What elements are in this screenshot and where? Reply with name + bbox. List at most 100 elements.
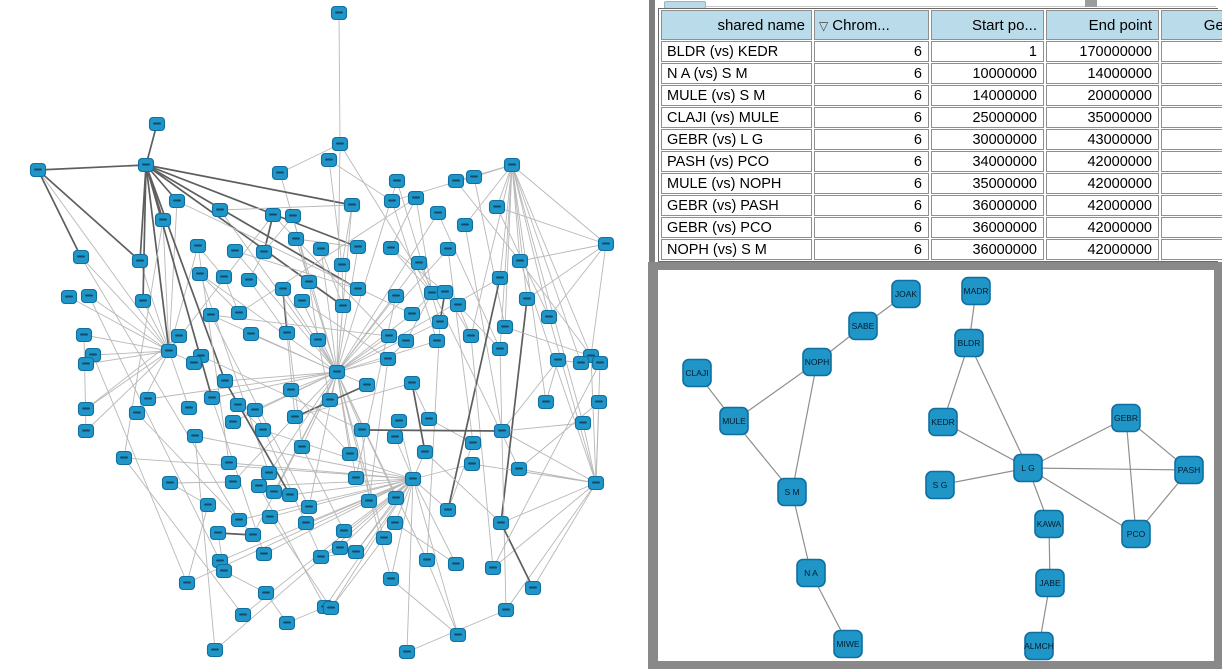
cell-shared-name[interactable]: N A (vs) S M <box>661 63 812 84</box>
graph-node[interactable] <box>240 272 258 288</box>
graph-node-mule[interactable]: MULE <box>719 406 749 436</box>
graph-node[interactable] <box>139 391 157 407</box>
graph-node[interactable] <box>449 297 467 313</box>
cell-value[interactable]: 14000000 <box>931 85 1044 106</box>
graph-node[interactable] <box>229 397 247 413</box>
table-row[interactable]: MULE (vs) NOPH6350000004200000010.5 <box>661 173 1222 194</box>
cell-value[interactable]: 43000000 <box>1046 129 1159 150</box>
graph-node[interactable] <box>330 5 348 21</box>
graph-node[interactable] <box>230 305 248 321</box>
graph-node[interactable] <box>436 284 454 300</box>
graph-node[interactable] <box>418 552 436 568</box>
graph-node[interactable] <box>284 208 302 224</box>
graph-node[interactable] <box>271 165 289 181</box>
graph-node[interactable] <box>510 461 528 477</box>
graph-node[interactable] <box>215 563 233 579</box>
filter-icon[interactable]: ▽ <box>819 18 829 33</box>
table-row[interactable]: N A (vs) S M610000000140000006.6 <box>661 63 1222 84</box>
graph-node[interactable] <box>244 527 262 543</box>
cell-value[interactable]: 42000000 <box>1046 195 1159 216</box>
cell-value[interactable]: 11.4 <box>1161 151 1222 172</box>
graph-node[interactable] <box>293 293 311 309</box>
graph-node[interactable] <box>439 502 457 518</box>
column-header-genetic[interactable]: Genetic... <box>1161 10 1222 40</box>
column-header-chrom[interactable]: ▽ Chrom... <box>814 10 929 40</box>
graph-node[interactable] <box>447 556 465 572</box>
graph-node[interactable] <box>189 238 207 254</box>
graph-node[interactable] <box>456 217 474 233</box>
graph-node[interactable] <box>549 352 567 368</box>
graph-node[interactable] <box>383 193 401 209</box>
graph-node[interactable] <box>278 325 296 341</box>
graph-node[interactable] <box>261 509 279 525</box>
graph-node[interactable] <box>447 173 465 189</box>
cell-shared-name[interactable]: NOPH (vs) S M <box>661 239 812 260</box>
graph-node[interactable] <box>492 515 510 531</box>
graph-node[interactable] <box>260 465 278 481</box>
graph-node[interactable] <box>281 487 299 503</box>
cell-shared-name[interactable]: GEBR (vs) PASH <box>661 195 812 216</box>
graph-node[interactable] <box>423 285 441 301</box>
graph-node-kawa[interactable]: KAWA <box>1034 509 1064 539</box>
graph-node[interactable] <box>387 288 405 304</box>
graph-node[interactable] <box>278 615 296 631</box>
graph-node[interactable] <box>226 243 244 259</box>
graph-node[interactable] <box>591 355 609 371</box>
cell-value[interactable]: 42000000 <box>1046 173 1159 194</box>
cell-value[interactable]: 6 <box>814 41 929 62</box>
graph-node[interactable] <box>587 475 605 491</box>
graph-node[interactable] <box>439 241 457 257</box>
graph-node[interactable] <box>349 239 367 255</box>
graph-node[interactable] <box>347 544 365 560</box>
graph-node[interactable] <box>462 328 480 344</box>
graph-node[interactable] <box>403 375 421 391</box>
graph-node[interactable] <box>375 530 393 546</box>
graph-node[interactable] <box>168 193 186 209</box>
cell-shared-name[interactable]: BLDR (vs) KEDR <box>661 41 812 62</box>
cell-value[interactable]: 25000000 <box>931 107 1044 128</box>
graph-node[interactable] <box>274 281 292 297</box>
graph-node[interactable] <box>488 199 506 215</box>
graph-node[interactable] <box>180 400 198 416</box>
graph-node[interactable] <box>380 328 398 344</box>
graph-node[interactable] <box>449 627 467 643</box>
graph-node[interactable] <box>572 355 590 371</box>
graph-node[interactable] <box>331 136 349 152</box>
cell-value[interactable]: 36000000 <box>931 239 1044 260</box>
graph-node[interactable] <box>537 394 555 410</box>
graph-node[interactable] <box>178 575 196 591</box>
graph-node[interactable] <box>431 314 449 330</box>
cell-value[interactable]: 170000000 <box>1046 41 1159 62</box>
graph-node[interactable] <box>203 390 221 406</box>
overview-network-panel[interactable] <box>0 0 656 669</box>
cell-value[interactable]: 14000000 <box>1046 63 1159 84</box>
panel-divider[interactable] <box>649 0 655 264</box>
graph-node[interactable] <box>333 257 351 273</box>
table-row[interactable]: BLDR (vs) KEDR61170000000192.0 <box>661 41 1222 62</box>
cell-value[interactable]: 36000000 <box>931 217 1044 238</box>
graph-node[interactable] <box>186 428 204 444</box>
cell-value[interactable]: 6 <box>814 63 929 84</box>
graph-node[interactable] <box>334 298 352 314</box>
graph-node[interactable] <box>428 333 446 349</box>
graph-node[interactable] <box>250 478 268 494</box>
graph-node[interactable] <box>185 355 203 371</box>
cell-value[interactable]: 35000000 <box>931 173 1044 194</box>
graph-node[interactable] <box>287 231 305 247</box>
cell-value[interactable]: 6 <box>814 173 929 194</box>
graph-node-bldr[interactable]: BLDR <box>954 328 984 358</box>
graph-node[interactable] <box>161 475 179 491</box>
graph-node[interactable] <box>220 455 238 471</box>
table-row[interactable]: NOPH (vs) S M636000000420000009.9 <box>661 239 1222 260</box>
graph-node[interactable] <box>224 414 242 430</box>
graph-node[interactable] <box>216 373 234 389</box>
graph-node[interactable] <box>154 212 172 228</box>
cell-value[interactable]: 16.9 <box>1161 129 1222 150</box>
graph-node[interactable] <box>80 288 98 304</box>
cell-shared-name[interactable]: MULE (vs) NOPH <box>661 173 812 194</box>
cell-value[interactable]: 6 <box>814 151 929 172</box>
graph-node[interactable] <box>246 402 264 418</box>
graph-node-s-g[interactable]: S G <box>925 470 955 500</box>
cell-value[interactable]: 10.5 <box>1161 173 1222 194</box>
cell-value[interactable]: 20000000 <box>1046 85 1159 106</box>
